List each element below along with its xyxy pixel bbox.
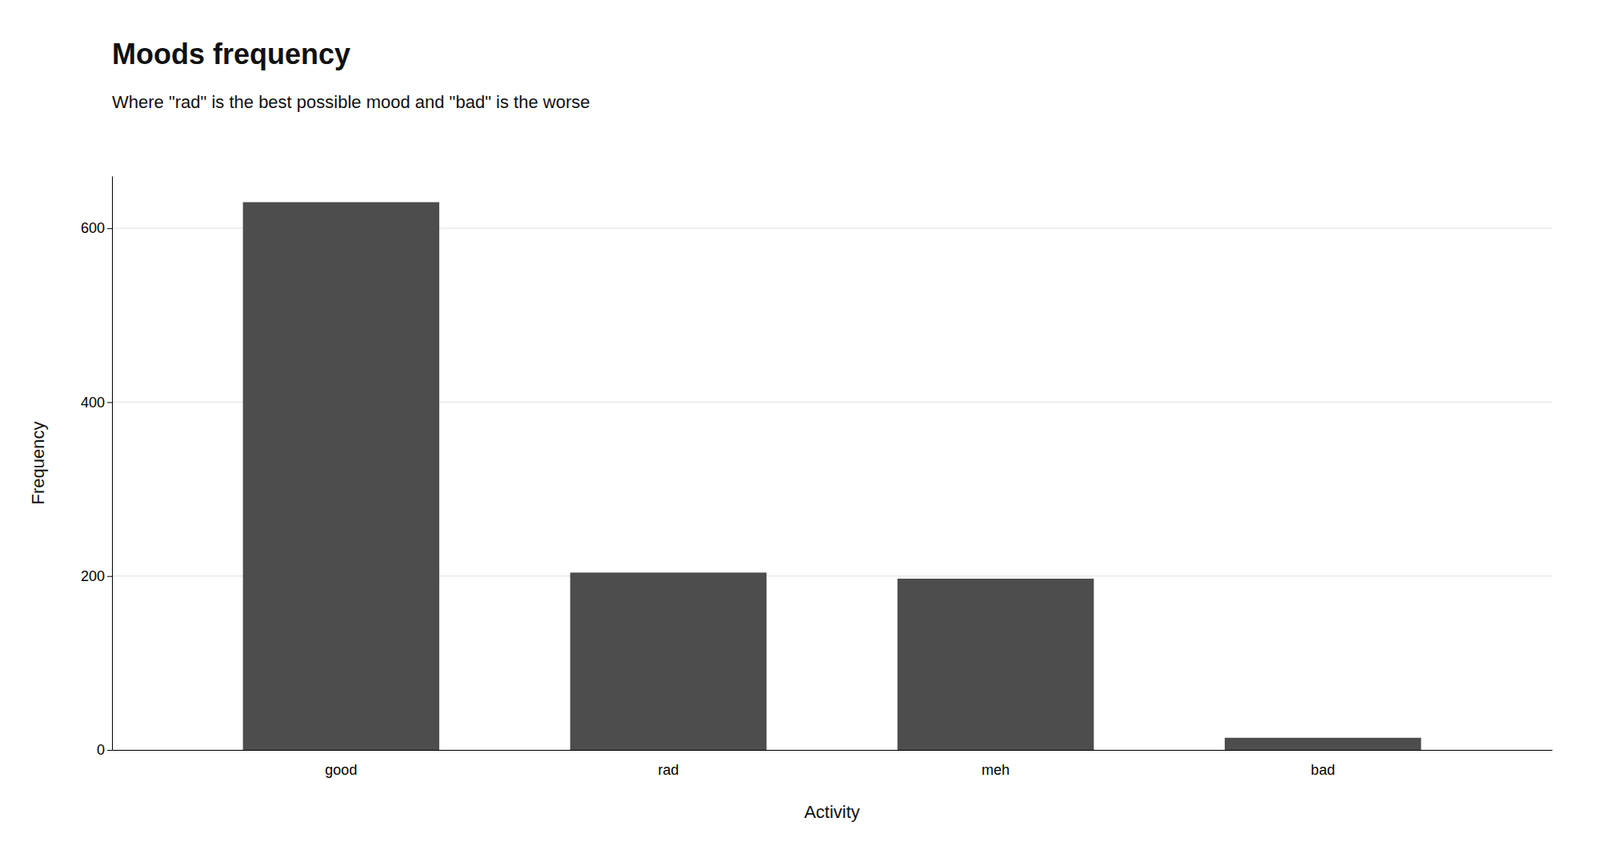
- y-tick: 200: [80, 568, 112, 584]
- y-tick-mark: [107, 749, 112, 751]
- bar: [1224, 737, 1421, 750]
- y-tick: 400: [80, 394, 112, 411]
- subtitle: Where "rad" is the best possible mood an…: [112, 92, 590, 112]
- x-tick-label: rad: [657, 761, 679, 778]
- x-tick: good: [324, 761, 357, 778]
- x-tick: meh: [981, 761, 1010, 778]
- title: Moods frequency: [112, 37, 351, 71]
- y-tick-label: 400: [80, 394, 105, 411]
- y-tick-mark: [107, 401, 112, 403]
- bar: [570, 572, 767, 750]
- x-axis-line: [112, 749, 1553, 751]
- y-tick: 0: [96, 741, 112, 758]
- y-tick: 600: [80, 220, 112, 236]
- y-axis: 0 200 400 600: [80, 176, 113, 759]
- x-tick-label: bad: [1311, 761, 1336, 778]
- y-axis-title: Frequency: [28, 421, 48, 505]
- y-tick-label: 200: [80, 568, 105, 584]
- x-axis: good rad meh bad: [112, 750, 1553, 778]
- x-tick-label: good: [324, 761, 357, 778]
- bar: [243, 202, 440, 750]
- y-axis-line: [112, 176, 113, 751]
- y-tick-label: 0: [96, 741, 105, 758]
- y-tick-label: 600: [80, 220, 105, 236]
- y-tick-mark: [107, 228, 112, 229]
- x-tick: rad: [657, 761, 679, 778]
- x-tick: bad: [1311, 761, 1336, 778]
- x-axis-title: Activity: [804, 801, 860, 822]
- y-tick-mark: [107, 576, 112, 577]
- chart: good rad meh bad 0 200 400 600 Activity Frequency…: [0, 0, 1600, 854]
- plot-area: good rad meh bad 0 200 400 600 Activity Frequency: [28, 176, 1553, 823]
- bars: [243, 202, 1422, 750]
- bar: [897, 578, 1094, 750]
- x-tick-label: meh: [981, 761, 1010, 778]
